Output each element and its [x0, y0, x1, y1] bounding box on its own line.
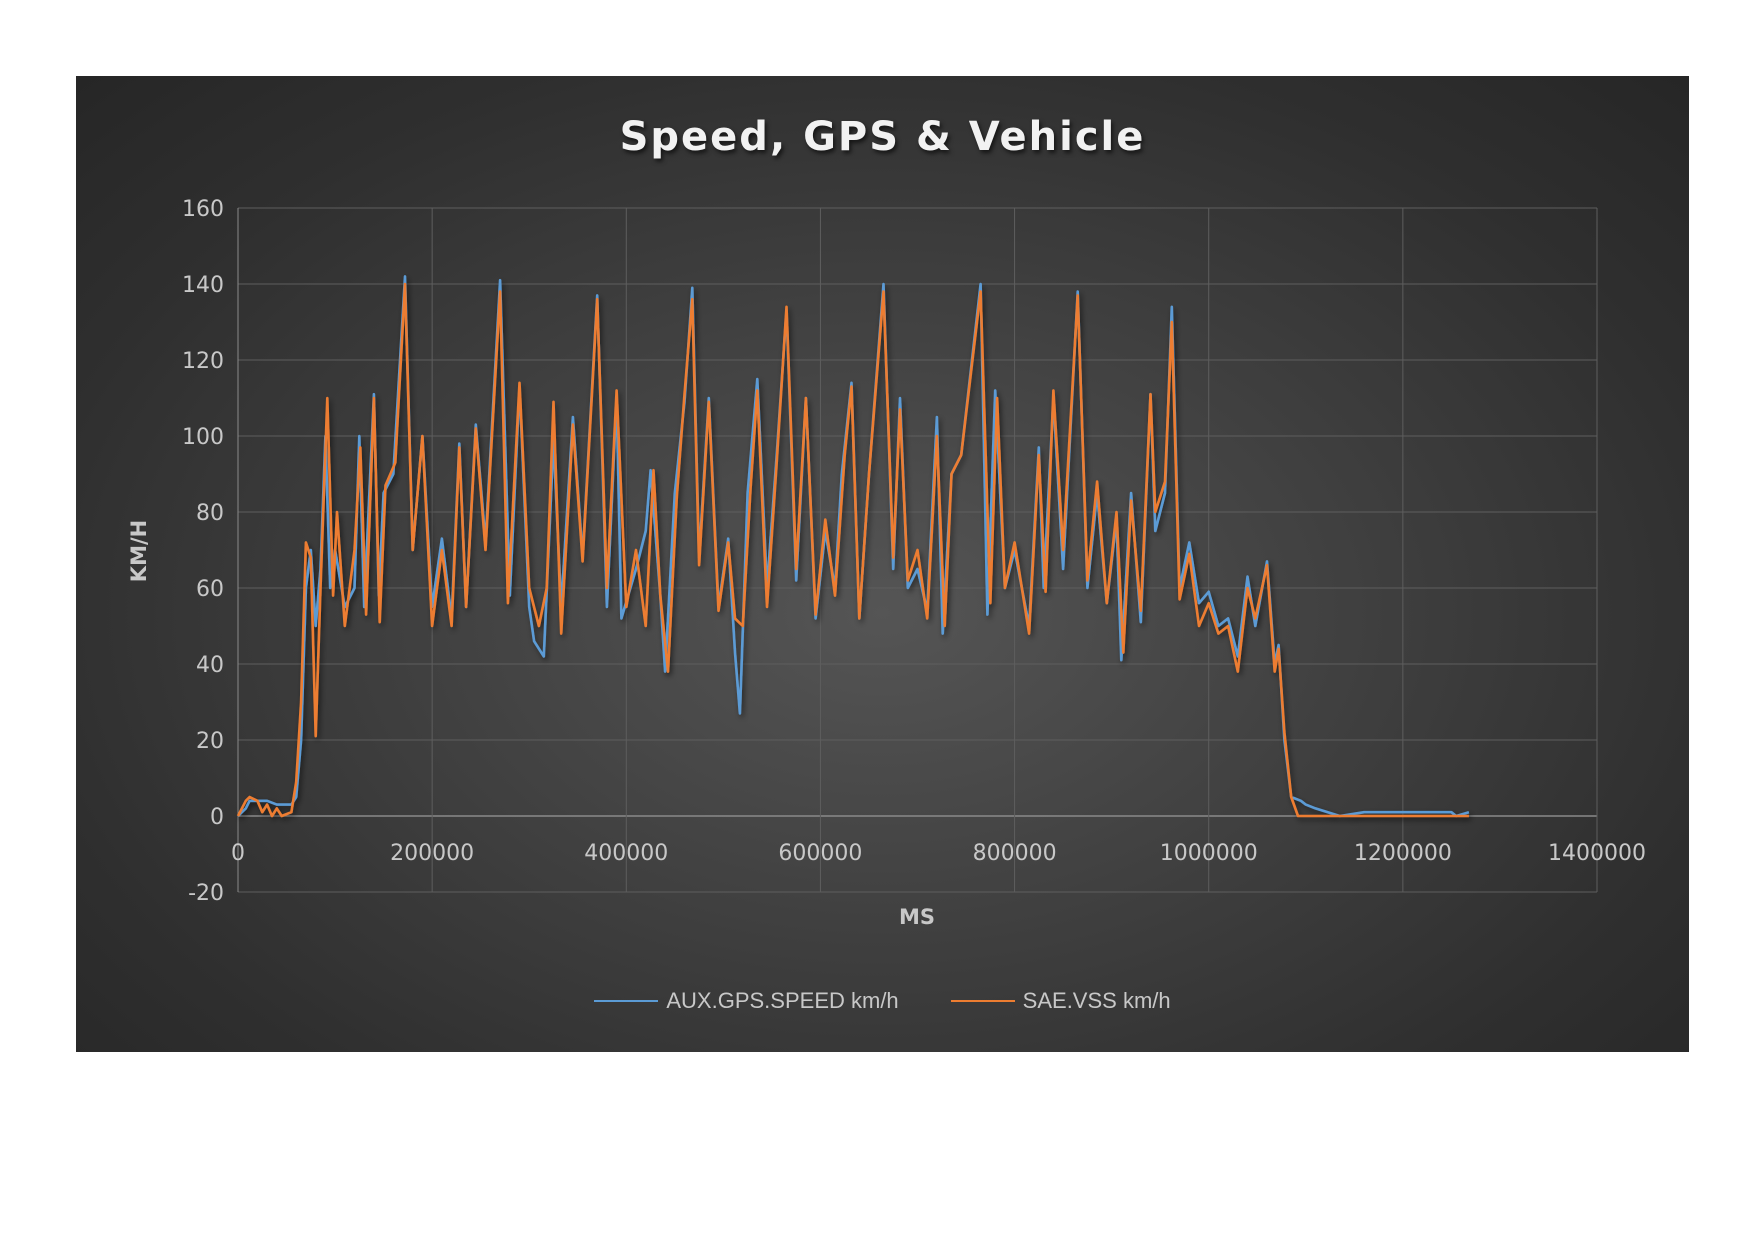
- legend-label-vss: SAE.VSS km/h: [1022, 988, 1171, 1013]
- chart-container: Speed, GPS & Vehicle -20 0 20 40 60 80 100 120 1…: [76, 76, 1689, 1052]
- x-tick-label: 400000: [584, 841, 668, 866]
- y-tick-label: 0: [210, 805, 224, 830]
- y-tick-label: 120: [182, 349, 224, 374]
- x-tick-label: 1400000: [1548, 841, 1646, 866]
- y-tick-label: 160: [182, 197, 224, 222]
- series-lines: [236, 275, 1470, 818]
- legend-swatch-vss: [950, 1000, 1015, 1002]
- x-axis-tick-labels: 0 200000 400000 600000 800000 1000000 1200000 1…: [231, 841, 1646, 866]
- x-axis-title: MS: [899, 905, 935, 929]
- y-tick-label: 40: [196, 653, 224, 678]
- y-tick-label: 80: [196, 501, 224, 526]
- y-tick-label: 100: [182, 425, 224, 450]
- y-tick-label: 20: [196, 729, 224, 754]
- x-tick-label: 0: [231, 841, 245, 866]
- y-axis-title: KM/H: [127, 520, 151, 582]
- x-tick-label: 200000: [390, 841, 474, 866]
- y-tick-label: -20: [188, 881, 224, 906]
- chart-title: Speed, GPS & Vehicle: [619, 114, 1146, 160]
- y-tick-label: 140: [182, 273, 224, 298]
- x-tick-label: 800000: [973, 841, 1057, 866]
- x-tick-label: 600000: [778, 841, 862, 866]
- x-tick-label: 1200000: [1354, 841, 1452, 866]
- legend-item-vss: SAE.VSS km/h: [950, 988, 1171, 1014]
- legend: AUX.GPS.SPEED km/h SAE.VSS km/h: [76, 988, 1689, 1014]
- x-tick-label: 1000000: [1160, 841, 1258, 866]
- y-tick-label: 60: [196, 577, 224, 602]
- y-axis-tick-labels: -20 0 20 40 60 80 100 120 140 160: [182, 197, 224, 906]
- legend-swatch-gps-speed: [594, 1000, 659, 1002]
- series-line-1: [236, 282, 1469, 818]
- plot-area: -20 0 20 40 60 80 100 120 140 160 0 200000 400000 60…: [127, 197, 1646, 929]
- legend-label-gps-speed: AUX.GPS.SPEED km/h: [666, 988, 899, 1013]
- legend-item-gps-speed: AUX.GPS.SPEED km/h: [594, 988, 899, 1014]
